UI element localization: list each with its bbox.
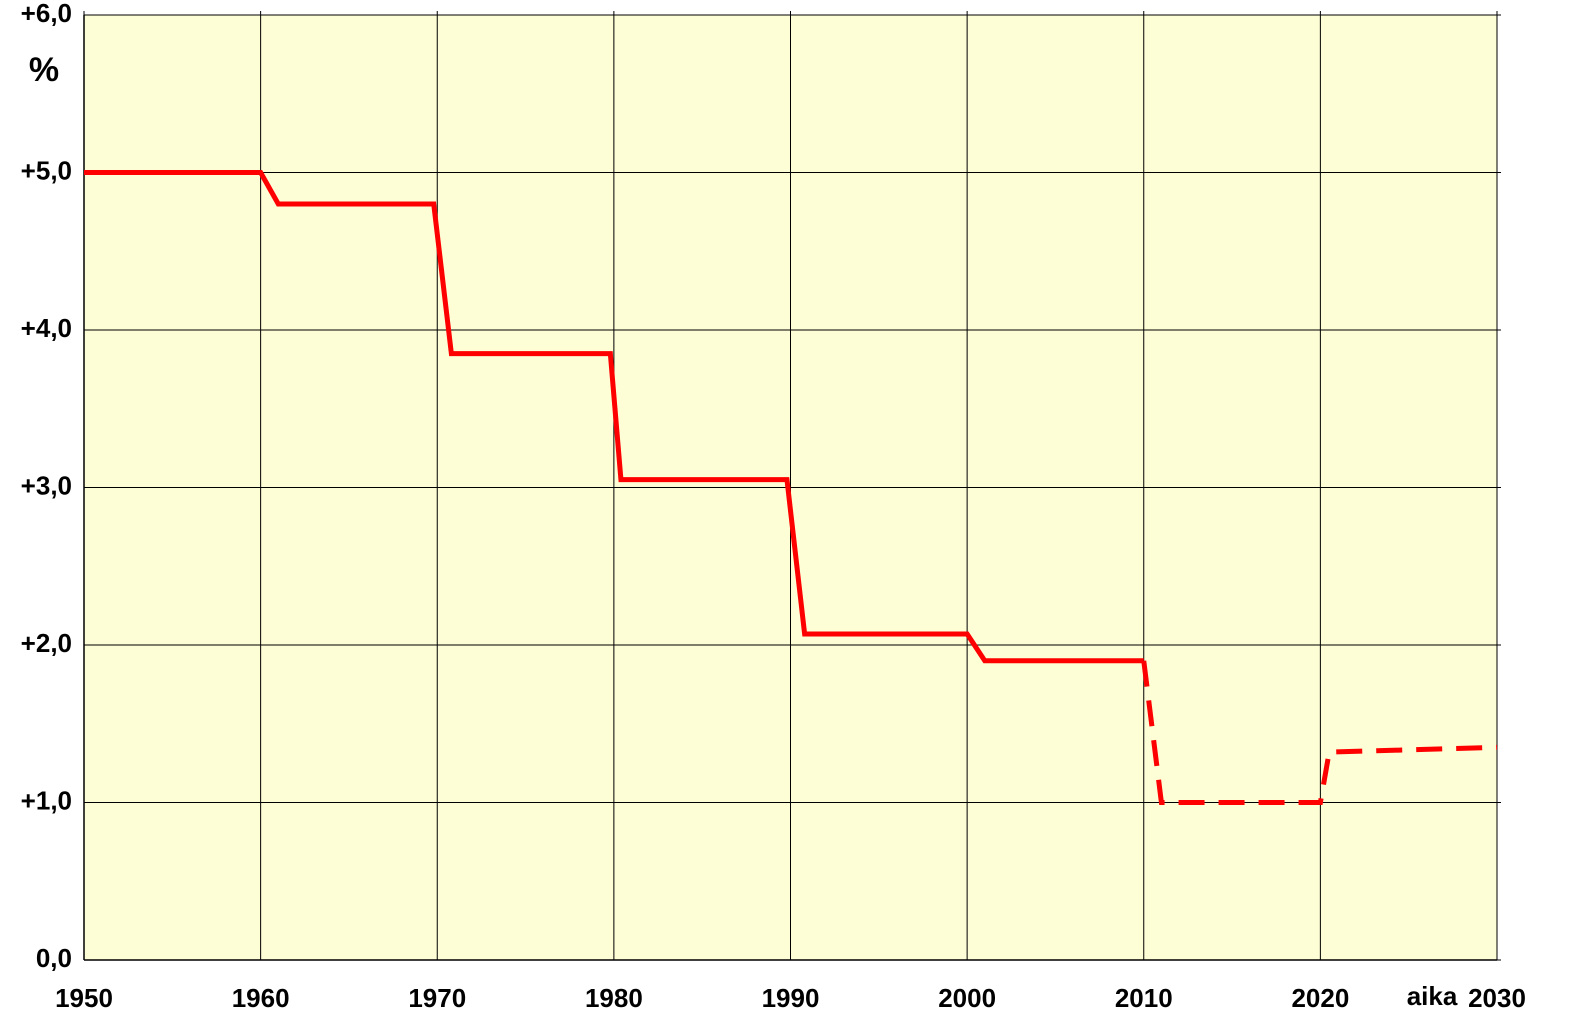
x-tick-label: 1980 xyxy=(585,983,643,1013)
y-tick-label: +5,0 xyxy=(21,155,72,185)
x-tick-label: 1970 xyxy=(408,983,466,1013)
y-tick-label: 0,0 xyxy=(36,943,72,973)
x-tick-label: 1950 xyxy=(55,983,113,1013)
x-tick-label: 1990 xyxy=(762,983,820,1013)
y-tick-label: +2,0 xyxy=(21,628,72,658)
data-line xyxy=(84,170,1144,664)
x-tick-label: 1960 xyxy=(232,983,290,1013)
x-tick-label: 2010 xyxy=(1115,983,1173,1013)
x-axis-label: aika xyxy=(1407,981,1458,1011)
data-line xyxy=(1141,660,1498,805)
y-tick-label: +3,0 xyxy=(21,470,72,500)
y-axis-label: % xyxy=(29,51,59,89)
x-tick-label: 2020 xyxy=(1291,983,1349,1013)
y-tick-label: +1,0 xyxy=(21,785,72,815)
y-tick-label: +4,0 xyxy=(21,313,72,343)
y-tick-label: +6,0 xyxy=(21,0,72,28)
x-tick-label: 2030 xyxy=(1468,983,1526,1013)
x-tick-label: 2000 xyxy=(938,983,996,1013)
